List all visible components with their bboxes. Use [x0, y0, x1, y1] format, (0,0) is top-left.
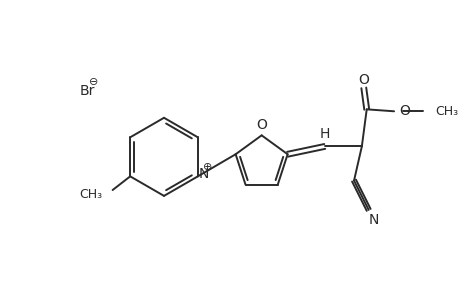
Text: CH₃: CH₃	[79, 188, 103, 201]
Text: Br: Br	[80, 84, 95, 98]
Text: O: O	[256, 118, 267, 132]
Text: H: H	[319, 127, 329, 141]
Text: O: O	[398, 104, 409, 118]
Text: ⊖: ⊖	[89, 77, 98, 87]
Text: N: N	[368, 213, 378, 227]
Text: ⊕: ⊕	[202, 162, 212, 172]
Text: N: N	[198, 167, 209, 182]
Text: CH₃: CH₃	[434, 105, 457, 118]
Text: O: O	[358, 73, 369, 87]
